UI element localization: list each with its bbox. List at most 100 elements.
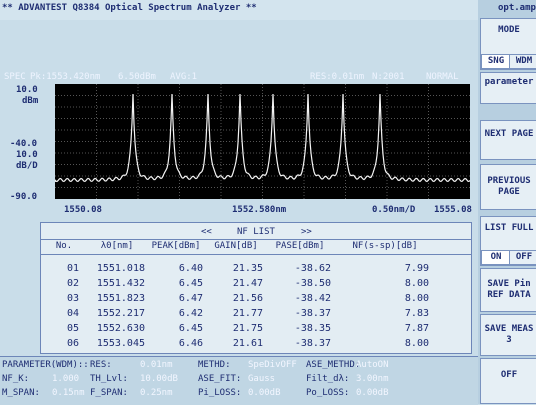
table-cell: 05 xyxy=(66,323,79,334)
softkey[interactable]: MODE SNG WDM xyxy=(480,18,536,70)
softkey-option[interactable]: ON xyxy=(481,250,511,265)
softkey[interactable]: PREVIOUS PAGE xyxy=(480,164,536,210)
parameter-value: 3.00nm xyxy=(356,374,389,384)
table-cell: 1553.045 xyxy=(96,338,145,349)
softkey-label: MODE xyxy=(498,25,520,35)
scale-label: 10.0 xyxy=(16,150,38,160)
x-span-label: 0.50nm/D xyxy=(372,205,416,215)
parameter-panel: PARAMETER(WDM):: RES: 0.01nm METHD: SpeDivO… xyxy=(0,356,478,405)
parameter-value: Gauss xyxy=(248,374,276,384)
parameter-value: 0.00dB xyxy=(356,388,389,398)
parameter-title: PARAMETER(WDM):: xyxy=(2,360,89,370)
x-end-label: 1555.08 xyxy=(434,205,472,215)
softkey[interactable]: SAVE MEAS 3 xyxy=(480,314,536,356)
column-header: GAIN[dB] xyxy=(214,241,258,251)
table-cell: 1551.823 xyxy=(96,293,145,304)
table-divider xyxy=(41,239,471,240)
column-header: PASE[dBm] xyxy=(275,241,325,251)
status-level: 6.50dBm xyxy=(118,72,156,82)
status-label: SPEC xyxy=(4,72,26,82)
table-cell: 8.00 xyxy=(404,293,429,304)
nav-next: >> xyxy=(301,227,312,237)
table-cell: 21.47 xyxy=(232,278,263,289)
table-cell: 6.42 xyxy=(178,308,203,319)
softkey-panel: opt.amp MODE SNG WDM parameter NEXT PAGE PREV… xyxy=(478,0,536,404)
scale-unit-label: dB/D xyxy=(16,161,38,171)
parameter-value: 0.15nm xyxy=(52,388,85,398)
table-cell: 6.45 xyxy=(178,323,203,334)
table-cell: 1552.630 xyxy=(96,323,145,334)
parameter-label: Po_LOSS: xyxy=(306,388,350,398)
table-cell: -38.37 xyxy=(294,308,331,319)
parameter-label: M_SPAN: xyxy=(2,388,40,398)
parameter-label: TH_Lvl: xyxy=(90,374,128,384)
parameter-label: NF_K: xyxy=(2,374,30,384)
softkey[interactable]: SAVE Pin REF DATA xyxy=(480,268,536,312)
menu-title: opt.amp xyxy=(498,3,536,13)
nav-prev: << xyxy=(201,227,212,237)
softkey[interactable]: OFF xyxy=(480,358,536,404)
parameter-label: Pi_LOSS: xyxy=(198,388,242,398)
softkey-option[interactable]: SNG xyxy=(481,54,511,69)
x-start-label: 1550.08 xyxy=(64,205,102,215)
softkey-label: SAVE Pin REF DATA xyxy=(487,279,531,300)
parameter-label: ASE_METHD: xyxy=(306,360,361,370)
column-header: PEAK[dBm] xyxy=(151,241,201,251)
nf-list-table: << NF LIST >> No. λ0[nm] PEAK[dBm] GAIN[dB]… xyxy=(40,222,472,354)
table-cell: 21.77 xyxy=(232,308,263,319)
x-center-label: 1552.580nm xyxy=(232,205,287,215)
table-cell: 1551.432 xyxy=(96,278,145,289)
column-header: λ0[nm] xyxy=(100,241,134,251)
status-points: N:2001 xyxy=(372,72,405,82)
softkey-label: OFF xyxy=(500,370,518,380)
table-cell: 21.56 xyxy=(232,293,263,304)
table-cell: 8.00 xyxy=(404,278,429,289)
spectrum-trace xyxy=(55,93,470,183)
parameter-value: 10.00dB xyxy=(140,374,178,384)
softkey-option[interactable]: WDM xyxy=(509,54,536,69)
table-cell: 21.35 xyxy=(232,263,263,274)
softkey[interactable]: parameter xyxy=(480,72,536,104)
softkey-option[interactable]: OFF xyxy=(509,250,536,265)
status-res: RES:0.01nm xyxy=(310,72,365,82)
parameter-label: Filt_dλ: xyxy=(306,374,350,384)
y-top-label: 10.0 xyxy=(16,85,38,95)
parameter-label: F_SPAN: xyxy=(90,388,128,398)
softkey-label: LIST FULL xyxy=(484,223,534,233)
table-cell: -38.50 xyxy=(294,278,331,289)
table-cell: 01 xyxy=(66,263,79,274)
status-mode: NORMAL xyxy=(426,72,459,82)
softkey[interactable]: LIST FULL ON OFF xyxy=(480,216,536,266)
y-mid-label: -40.0 xyxy=(10,139,38,149)
table-cell: 1551.018 xyxy=(96,263,145,274)
table-cell: 7.83 xyxy=(404,308,429,319)
table-cell: 8.00 xyxy=(404,338,429,349)
table-cell: 6.47 xyxy=(178,293,203,304)
table-cell: 6.46 xyxy=(178,338,203,349)
status-avg: AVG:1 xyxy=(170,72,198,82)
softkey[interactable]: NEXT PAGE xyxy=(480,120,536,160)
column-header: NF(s-sp)[dB] xyxy=(352,241,418,251)
table-cell: -38.42 xyxy=(294,293,331,304)
parameter-value: SpeDivOFF xyxy=(248,360,297,370)
parameter-value: 0.25nm xyxy=(140,388,173,398)
table-cell: 21.75 xyxy=(232,323,263,334)
softkey-label: SAVE MEAS 3 xyxy=(484,324,534,345)
table-cell: -38.37 xyxy=(294,338,331,349)
table-cell: 06 xyxy=(66,338,79,349)
softkey-label: NEXT PAGE xyxy=(484,129,534,139)
parameter-label: RES: xyxy=(90,360,112,370)
table-cell: 04 xyxy=(66,308,79,319)
parameter-value: AutoON xyxy=(356,360,389,370)
table-cell: 03 xyxy=(66,293,79,304)
table-cell: 21.61 xyxy=(232,338,263,349)
y-unit-label: dBm xyxy=(22,96,39,106)
parameter-value: 1.000 xyxy=(52,374,80,384)
table-cell: 6.45 xyxy=(178,278,203,289)
y-bottom-label: -90.0 xyxy=(10,192,38,202)
table-cell: 02 xyxy=(66,278,79,289)
parameter-label: ASE_FIT: xyxy=(198,374,242,384)
softkey-label: PREVIOUS PAGE xyxy=(487,176,531,197)
table-divider xyxy=(41,254,471,255)
